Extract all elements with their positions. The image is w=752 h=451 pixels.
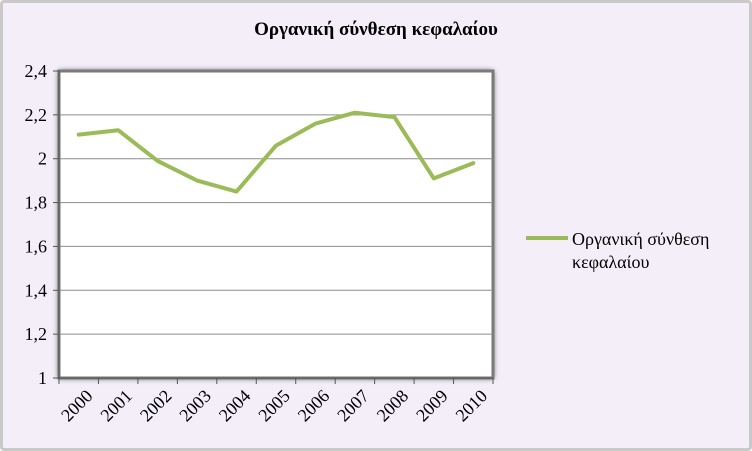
y-tick-label: 1,8 [25,193,48,213]
gridlines [59,114,493,335]
axes [53,70,494,384]
legend-label-line1: Οργανική σύνθεση [572,229,709,249]
legend: Οργανική σύνθεση κεφαλαίου [526,229,709,272]
y-tick-label: 1 [38,368,47,388]
legend-label-line2: κεφαλαίου [572,252,649,272]
x-tick-label: 2009 [412,386,452,426]
y-tick-label: 1,4 [25,280,48,300]
chart-title: Οργανική σύνθεση κεφαλαίου [254,19,498,40]
x-tick-label: 2003 [175,386,215,426]
y-tick-labels: 1 1,2 1,4 1,6 1,8 2 2,2 2,4 [25,61,48,388]
y-tick-label: 2 [38,149,47,169]
plot-area [59,71,493,378]
y-tick-label: 2,4 [25,61,48,81]
series-lines [76,110,476,194]
x-tick-label: 2010 [452,386,492,426]
y-tick-label: 2,2 [25,105,48,125]
y-tick-label: 1,2 [25,324,48,344]
x-tick-label: 2001 [96,386,136,426]
x-tick-label: 2000 [57,386,97,426]
x-tick-label: 2008 [373,386,413,426]
x-tick-label: 2004 [215,386,255,426]
x-tick-label: 2006 [294,386,334,426]
x-tick-labels: 2000 2001 2002 2003 2004 2005 2006 2007 2008 2009… [57,386,491,426]
y-tick-label: 1,6 [25,236,48,256]
x-tick-label: 2005 [254,386,294,426]
x-tick-label: 2002 [136,386,176,426]
x-tick-label: 2007 [333,386,373,426]
